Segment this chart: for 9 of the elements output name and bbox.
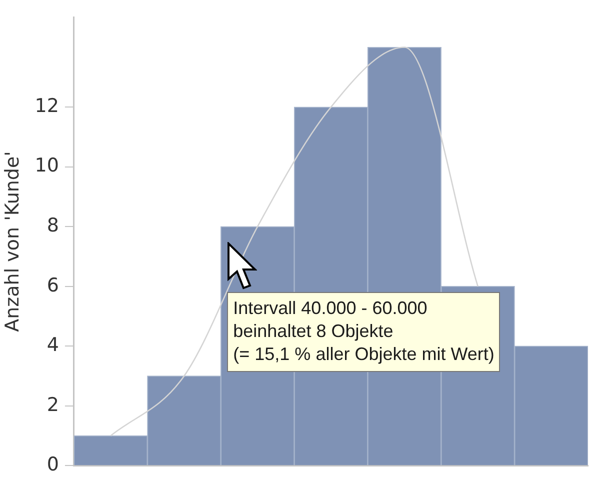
- y-tick-label: 8: [46, 214, 59, 236]
- y-tick-label: 4: [46, 334, 59, 356]
- y-tick-label: 6: [46, 274, 59, 296]
- y-tick-label: 12: [34, 94, 59, 117]
- y-axis-title: Anzahl von 'Kunde': [1, 151, 24, 332]
- y-tick-label: 0: [46, 454, 59, 476]
- y-tick-label: 2: [46, 394, 59, 416]
- annotation: Intervall 40.000 - 60.000 beinhaltet 8 Objekte (= 15,1 % aller Objekte mit Wert): [227, 292, 500, 372]
- y-tick-label: 10: [34, 154, 59, 177]
